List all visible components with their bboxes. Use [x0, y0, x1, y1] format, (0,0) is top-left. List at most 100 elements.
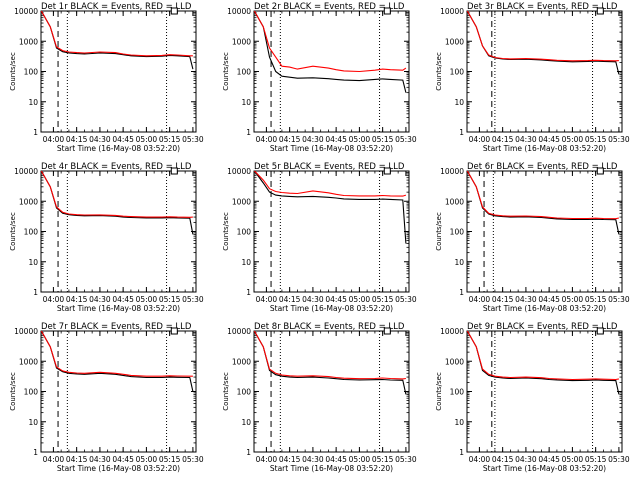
square-marker [383, 327, 391, 335]
x-tick-label: 04:15 [492, 135, 514, 144]
x-tick-label: 04:15 [279, 295, 301, 304]
square-marker [170, 327, 178, 335]
y-tick-label: 1 [459, 448, 464, 457]
x-tick-label: 05:30 [608, 135, 630, 144]
square-marker [170, 7, 178, 15]
x-tick-label: 04:00 [43, 135, 65, 144]
y-tick-label: 1000 [445, 37, 464, 46]
square-marker [170, 167, 178, 175]
square-marker [596, 7, 604, 15]
lld-series-line [41, 331, 193, 377]
y-tick-label: 10 [241, 418, 251, 427]
x-tick-label: 04:30 [515, 455, 537, 464]
y-tick-label: 10 [454, 98, 464, 107]
plot-frame [253, 170, 410, 293]
x-tick-label: 05:15 [585, 455, 607, 464]
panel-title: Det 7r BLACK = Events, RED = LLD [41, 322, 192, 332]
y-tick-label: 10000 [14, 7, 38, 16]
plot-frame [253, 330, 410, 453]
events-series-line [254, 11, 407, 93]
y-tick-label: 1000 [232, 357, 251, 366]
x-tick-label: 04:00 [43, 295, 65, 304]
x-axis-label: Start Time (16-May-08 03:52:20) [57, 304, 180, 313]
y-axis-label: Counts/sec [9, 212, 17, 251]
y-tick-label: 1 [33, 288, 38, 297]
x-tick-label: 05:15 [159, 295, 181, 304]
y-tick-label: 100 [237, 388, 252, 397]
plot-frame [40, 10, 197, 133]
events-series-line [467, 171, 620, 235]
y-tick-label: 10000 [14, 327, 38, 336]
x-tick-label: 04:30 [302, 135, 324, 144]
x-tick-label: 04:00 [256, 455, 278, 464]
x-tick-label: 04:15 [279, 135, 301, 144]
plot-frame [466, 10, 623, 133]
x-tick-label: 04:45 [538, 295, 560, 304]
x-tick-label: 05:15 [159, 135, 181, 144]
x-tick-label: 05:15 [585, 295, 607, 304]
x-tick-label: 05:00 [349, 295, 371, 304]
x-tick-label: 05:30 [395, 455, 417, 464]
x-axis-label: Start Time (16-May-08 03:52:20) [483, 304, 606, 313]
y-tick-label: 10000 [14, 167, 38, 176]
x-axis-label: Start Time (16-May-08 03:52:20) [57, 144, 180, 153]
x-tick-label: 04:30 [515, 295, 537, 304]
x-tick-label: 05:15 [585, 135, 607, 144]
x-tick-label: 04:45 [538, 135, 560, 144]
x-tick-label: 05:00 [562, 295, 584, 304]
lld-series-line [254, 11, 407, 73]
x-tick-label: 04:15 [66, 135, 88, 144]
x-tick-label: 05:30 [182, 135, 204, 144]
detector-panel-6: Det 6r BLACK = Events, RED = LLD 1 10 100 10… [435, 162, 630, 313]
y-tick-label: 10000 [440, 327, 464, 336]
x-tick-label: 04:30 [302, 295, 324, 304]
y-tick-label: 1000 [232, 197, 251, 206]
x-tick-label: 04:45 [325, 295, 347, 304]
y-tick-label: 10000 [227, 327, 251, 336]
y-tick-label: 1 [246, 448, 251, 457]
y-tick-label: 10 [241, 258, 251, 267]
x-tick-label: 04:15 [492, 295, 514, 304]
detector-panel-4: Det 4r BLACK = Events, RED = LLD 1 10 100 10… [9, 162, 204, 313]
x-tick-label: 04:45 [538, 455, 560, 464]
x-tick-label: 04:30 [302, 455, 324, 464]
x-axis-label: Start Time (16-May-08 03:52:20) [270, 304, 393, 313]
events-series-line [41, 331, 194, 392]
square-marker [596, 167, 604, 175]
x-tick-label: 05:30 [182, 295, 204, 304]
detector-panel-1: Det 1r BLACK = Events, RED = LLD 1 10 100 10… [9, 2, 204, 153]
x-axis-label: Start Time (16-May-08 03:52:20) [57, 464, 180, 473]
events-series-line [41, 11, 194, 70]
x-tick-label: 04:30 [89, 135, 111, 144]
x-tick-label: 04:15 [66, 295, 88, 304]
lld-series-line [254, 171, 407, 197]
panel-title: Det 3r BLACK = Events, RED = LLD [467, 2, 618, 12]
x-tick-label: 04:30 [89, 455, 111, 464]
x-tick-label: 05:15 [372, 135, 394, 144]
y-tick-label: 100 [24, 228, 39, 237]
y-axis-label: Counts/sec [435, 212, 443, 251]
x-tick-label: 05:30 [395, 295, 417, 304]
y-tick-label: 1000 [19, 37, 38, 46]
x-tick-label: 04:45 [112, 135, 134, 144]
detector-panel-9: Det 9r BLACK = Events, RED = LLD 1 10 100 10… [435, 322, 630, 473]
x-tick-label: 05:00 [136, 455, 158, 464]
square-marker [383, 167, 391, 175]
x-tick-label: 04:15 [66, 455, 88, 464]
y-tick-label: 1000 [445, 357, 464, 366]
events-series-line [467, 331, 620, 395]
y-tick-label: 1 [33, 128, 38, 137]
y-axis-label: Counts/sec [222, 372, 230, 411]
x-tick-label: 04:00 [469, 295, 491, 304]
y-axis-label: Counts/sec [222, 52, 230, 91]
panel-title: Det 2r BLACK = Events, RED = LLD [254, 2, 405, 12]
y-tick-label: 100 [24, 388, 39, 397]
lld-series-line [467, 331, 620, 381]
detector-panel-8: Det 8r BLACK = Events, RED = LLD 1 10 100 10… [222, 322, 417, 473]
y-tick-label: 100 [450, 68, 465, 77]
detector-panel-5: Det 5r BLACK = Events, RED = LLD 1 10 100 10… [222, 162, 417, 313]
lld-series-line [254, 331, 406, 380]
panel-title: Det 8r BLACK = Events, RED = LLD [254, 322, 405, 332]
x-tick-label: 04:45 [325, 135, 347, 144]
